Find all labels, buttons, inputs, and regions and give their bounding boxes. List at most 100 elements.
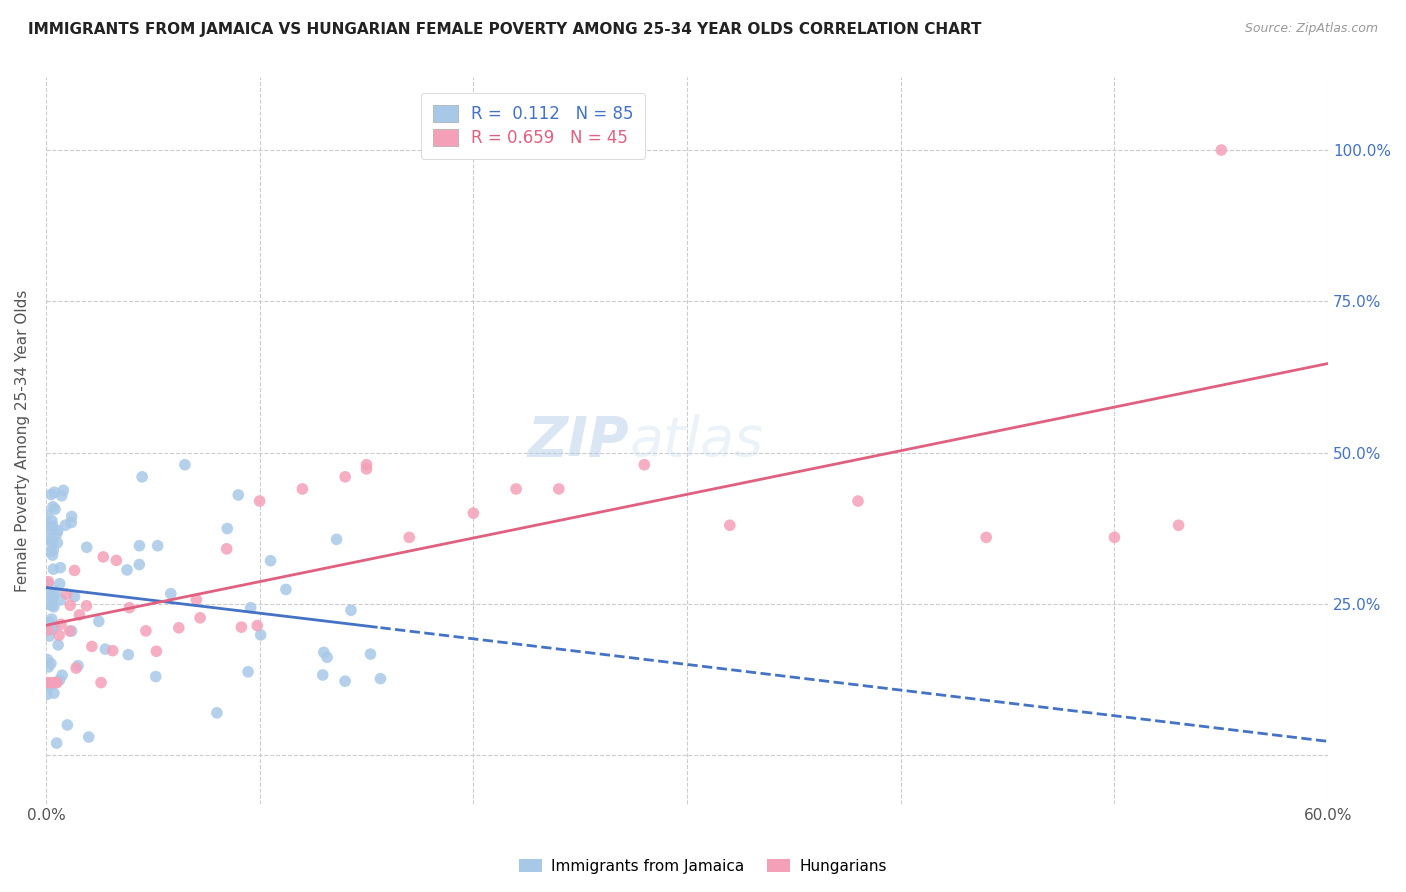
Point — [463, 506, 485, 520]
Point — [359, 647, 381, 661]
Point — [38, 629, 60, 643]
Text: Source: ZipAtlas.com: Source: ZipAtlas.com — [1244, 22, 1378, 36]
Point — [37, 577, 59, 591]
Point — [56, 718, 79, 732]
Point — [1167, 518, 1189, 533]
Point — [46, 535, 69, 549]
Point — [55, 518, 77, 533]
Point — [325, 533, 347, 547]
Point — [226, 488, 249, 502]
Point — [63, 564, 86, 578]
Point — [239, 600, 262, 615]
Point — [55, 587, 77, 601]
Point — [39, 657, 62, 671]
Point — [633, 458, 655, 472]
Point — [231, 620, 253, 634]
Point — [49, 592, 72, 607]
Point — [59, 599, 82, 613]
Point — [51, 668, 73, 682]
Point — [52, 483, 75, 498]
Point — [259, 554, 281, 568]
Point — [87, 615, 110, 629]
Point — [42, 686, 65, 700]
Point — [274, 582, 297, 597]
Point — [39, 519, 62, 533]
Point — [38, 660, 60, 674]
Point — [105, 553, 128, 567]
Point — [312, 645, 335, 659]
Point — [333, 470, 356, 484]
Point — [42, 562, 65, 576]
Point — [41, 533, 63, 548]
Point — [41, 612, 63, 626]
Point — [356, 462, 378, 476]
Point — [41, 519, 63, 533]
Point — [48, 576, 70, 591]
Point — [370, 672, 392, 686]
Point — [1211, 143, 1233, 157]
Point — [312, 668, 335, 682]
Point — [66, 658, 89, 673]
Point — [41, 537, 63, 551]
Point — [398, 530, 420, 544]
Point — [65, 661, 87, 675]
Point — [146, 539, 169, 553]
Point — [145, 669, 167, 683]
Point — [38, 615, 60, 629]
Point — [60, 624, 83, 638]
Point — [37, 623, 59, 637]
Point — [41, 548, 63, 562]
Point — [128, 539, 150, 553]
Point — [59, 624, 82, 638]
Point — [45, 584, 67, 599]
Point — [35, 687, 58, 701]
Point — [316, 650, 339, 665]
Point — [45, 526, 67, 541]
Point — [45, 736, 67, 750]
Point — [41, 587, 63, 601]
Point — [37, 597, 59, 611]
Point — [60, 509, 83, 524]
Point — [291, 482, 314, 496]
Point — [80, 640, 103, 654]
Point — [42, 599, 65, 614]
Point — [41, 622, 63, 636]
Point — [94, 642, 117, 657]
Legend: Immigrants from Jamaica, Hungarians: Immigrants from Jamaica, Hungarians — [513, 853, 893, 880]
Point — [45, 675, 67, 690]
Point — [205, 706, 228, 720]
Point — [173, 458, 195, 472]
Point — [76, 599, 98, 613]
Point — [41, 514, 63, 528]
Point — [44, 485, 66, 500]
Point — [718, 518, 741, 533]
Point — [117, 648, 139, 662]
Point — [186, 592, 208, 607]
Point — [44, 619, 66, 633]
Point — [35, 531, 58, 545]
Point — [46, 524, 69, 538]
Point — [45, 675, 67, 690]
Point — [37, 574, 59, 589]
Point — [49, 560, 72, 574]
Point — [131, 470, 153, 484]
Point — [38, 588, 60, 602]
Point — [128, 558, 150, 572]
Point — [167, 621, 190, 635]
Point — [333, 674, 356, 689]
Point — [51, 489, 73, 503]
Point — [39, 545, 62, 559]
Point — [42, 500, 65, 514]
Point — [39, 523, 62, 537]
Point — [340, 603, 363, 617]
Point — [35, 676, 58, 690]
Point — [37, 675, 59, 690]
Point — [46, 638, 69, 652]
Text: IMMIGRANTS FROM JAMAICA VS HUNGARIAN FEMALE POVERTY AMONG 25-34 YEAR OLDS CORREL: IMMIGRANTS FROM JAMAICA VS HUNGARIAN FEM… — [28, 22, 981, 37]
Point — [188, 611, 211, 625]
Point — [39, 679, 62, 693]
Point — [39, 487, 62, 501]
Point — [90, 675, 112, 690]
Point — [118, 600, 141, 615]
Point — [35, 508, 58, 522]
